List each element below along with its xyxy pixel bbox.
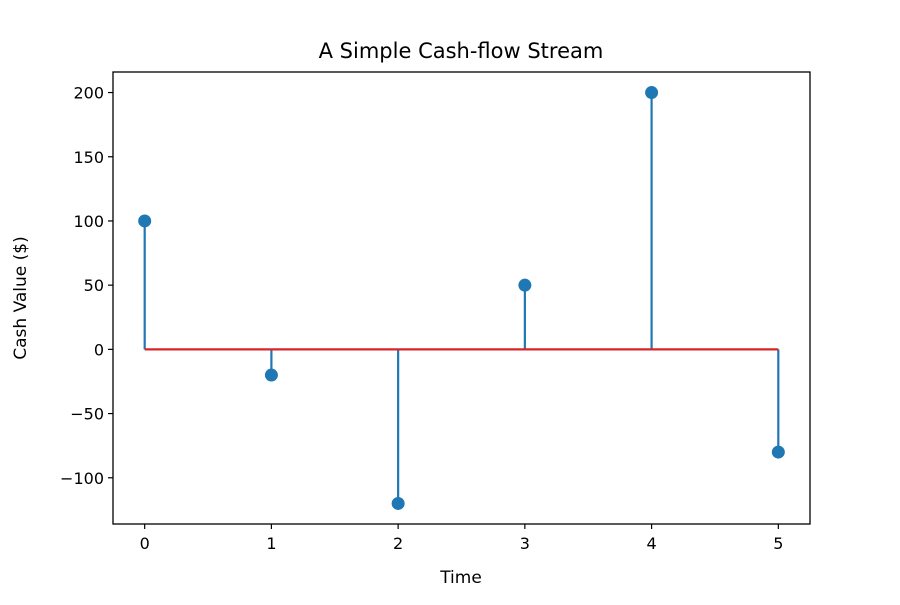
x-tick-label: 2 <box>393 534 403 553</box>
y-tick-label: −100 <box>60 469 104 488</box>
stem-marker <box>138 214 152 228</box>
y-axis-ticks: −100 −50 0 50 100 150 200 <box>60 84 113 488</box>
y-tick-label: −50 <box>70 405 104 424</box>
y-tick-label: 200 <box>73 84 104 103</box>
stem-marker <box>518 278 532 292</box>
plot-area-frame <box>112 71 811 525</box>
y-tick-label: 100 <box>73 212 104 231</box>
x-axis-ticks: 0 1 2 3 4 5 <box>140 524 783 553</box>
y-tick-label: 50 <box>84 276 104 295</box>
x-axis-label: Time <box>439 568 482 588</box>
y-axis-label: Cash Value ($) <box>11 236 31 360</box>
plot-marks <box>138 86 785 510</box>
x-tick-label: 3 <box>520 534 530 553</box>
x-tick-label: 0 <box>140 534 150 553</box>
chart-title: A Simple Cash-flow Stream <box>319 39 604 63</box>
x-tick-label: 5 <box>773 534 783 553</box>
stem-marker <box>771 445 785 459</box>
y-tick-label: 0 <box>94 340 104 359</box>
y-tick-label: 150 <box>73 148 104 167</box>
x-tick-label: 4 <box>646 534 656 553</box>
x-tick-label: 1 <box>266 534 276 553</box>
stem-marker <box>391 496 405 510</box>
stem-marker <box>645 86 659 100</box>
stem-marker <box>264 368 278 382</box>
